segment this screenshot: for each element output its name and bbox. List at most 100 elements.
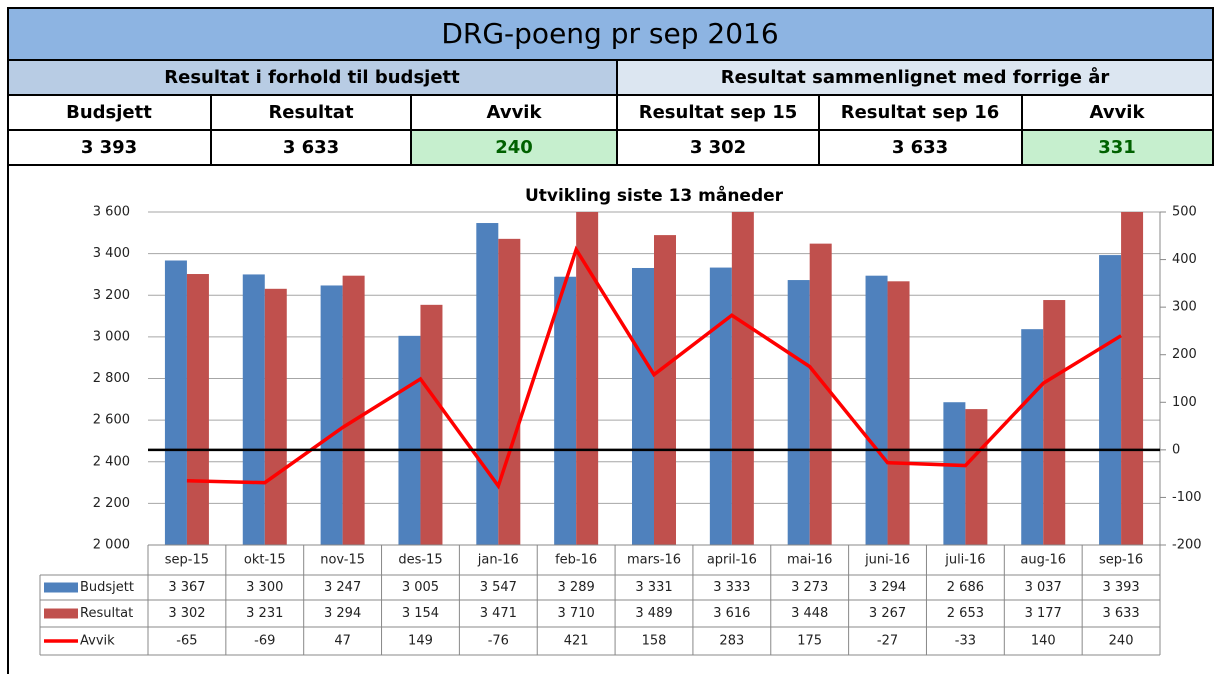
plot <box>164 212 1144 545</box>
x-tick-label: sep-16 <box>1099 553 1143 568</box>
table-value: 3 289 <box>558 580 595 595</box>
bar <box>1121 212 1144 545</box>
bar <box>264 288 287 545</box>
value: 3 633 <box>892 137 948 158</box>
y-tick-label: 2 000 <box>93 538 130 553</box>
x-tick-label: sep-15 <box>165 553 209 568</box>
table-value: 3 489 <box>635 606 672 621</box>
x-tick-label: des-15 <box>398 553 442 568</box>
y2-tick-label: 200 <box>1172 347 1197 362</box>
table-value: 47 <box>334 634 351 649</box>
y-tick-label: 2 400 <box>93 454 130 469</box>
bar <box>709 267 732 545</box>
y-tick-label: 3 400 <box>93 246 130 261</box>
table-value: 158 <box>642 634 667 649</box>
table-value: -65 <box>176 634 197 649</box>
table-value: 240 <box>1109 634 1134 649</box>
bar <box>420 304 443 545</box>
bar <box>320 285 343 545</box>
y2-tick-label: 400 <box>1172 252 1197 267</box>
bar <box>554 276 577 545</box>
table-value: 3 448 <box>791 606 828 621</box>
column-label: Budsjett <box>66 102 152 123</box>
table-value: -27 <box>877 634 898 649</box>
bar <box>943 402 966 545</box>
table-value: 421 <box>564 634 589 649</box>
bar <box>1099 255 1122 545</box>
table-value: 149 <box>408 634 433 649</box>
y-tick-label: 3 200 <box>93 288 130 303</box>
value-cell <box>410 129 618 166</box>
table-value: 3 294 <box>869 580 906 595</box>
value-cell <box>1021 129 1214 166</box>
y-tick-label: 3 600 <box>93 205 130 220</box>
table-value: 3 273 <box>791 580 828 595</box>
x-tick-label: aug-16 <box>1020 553 1066 568</box>
table-value: 3 547 <box>480 580 517 595</box>
y2-tick-label: -100 <box>1172 490 1202 505</box>
table-value: 3 005 <box>402 580 439 595</box>
y2-tick-label: 300 <box>1172 300 1197 315</box>
column-label: Resultat <box>268 102 354 123</box>
column-label: Avvik <box>1090 102 1146 123</box>
table-value: 3 231 <box>246 606 283 621</box>
value-cell <box>7 129 212 166</box>
bar <box>865 275 888 545</box>
value: 240 <box>495 137 533 158</box>
table-value: 3 331 <box>635 580 672 595</box>
legend-label: Avvik <box>80 634 115 649</box>
bar <box>576 212 599 545</box>
y-tick-label: 2 800 <box>93 371 130 386</box>
bar <box>186 274 209 545</box>
bar <box>342 275 365 545</box>
legend-label: Resultat <box>80 606 133 621</box>
table-value: 140 <box>1031 634 1056 649</box>
y-tick-label: 3 000 <box>93 329 130 344</box>
y2-tick-label: 0 <box>1172 442 1180 457</box>
x-tick-label: jan-16 <box>477 553 519 568</box>
table-value: 2 686 <box>947 580 984 595</box>
table-value: 3 247 <box>324 580 361 595</box>
bar <box>498 238 521 545</box>
x-tick-label: mai-16 <box>787 553 832 568</box>
table-value: -76 <box>488 634 509 649</box>
y-tick-label: 2 600 <box>93 413 130 428</box>
value: 3 633 <box>283 137 339 158</box>
y2-tick-label: -200 <box>1172 538 1202 553</box>
x-tick-label: april-16 <box>707 553 757 568</box>
x-tick-label: nov-15 <box>320 553 365 568</box>
table-value: 3 616 <box>713 606 750 621</box>
legend-key <box>44 608 78 619</box>
table-value: 3 267 <box>869 606 906 621</box>
column-label: Avvik <box>487 102 543 123</box>
value: 3 393 <box>81 137 137 158</box>
table-value: -33 <box>955 634 976 649</box>
value: 3 302 <box>690 137 746 158</box>
table-value: 3 710 <box>558 606 595 621</box>
bar <box>787 280 810 545</box>
value-cell <box>818 129 1023 166</box>
bar <box>965 409 988 545</box>
bar <box>632 267 654 545</box>
bar <box>731 212 754 545</box>
section-cell <box>7 59 618 96</box>
table-value: 3 302 <box>168 606 205 621</box>
bar <box>887 281 910 545</box>
section-title: Resultat i forhold til budsjett <box>164 67 460 88</box>
bar <box>1021 329 1044 545</box>
table-value: 3 294 <box>324 606 361 621</box>
table-value: 3 037 <box>1025 580 1062 595</box>
table-value: 175 <box>797 634 822 649</box>
chart-title: Utvikling siste 13 måneder <box>525 184 784 206</box>
y-tick-label: 2 200 <box>93 496 130 511</box>
bar <box>1043 300 1066 545</box>
x-tick-label: okt-15 <box>244 553 286 568</box>
y2-tick-label: 100 <box>1172 395 1197 410</box>
table-value: 3 154 <box>402 606 439 621</box>
title: DRG-poeng pr sep 2016 <box>441 17 778 50</box>
bar <box>242 274 265 545</box>
column-cell <box>410 94 618 131</box>
x-tick-label: juni-16 <box>864 553 910 568</box>
column-cell <box>818 94 1023 131</box>
